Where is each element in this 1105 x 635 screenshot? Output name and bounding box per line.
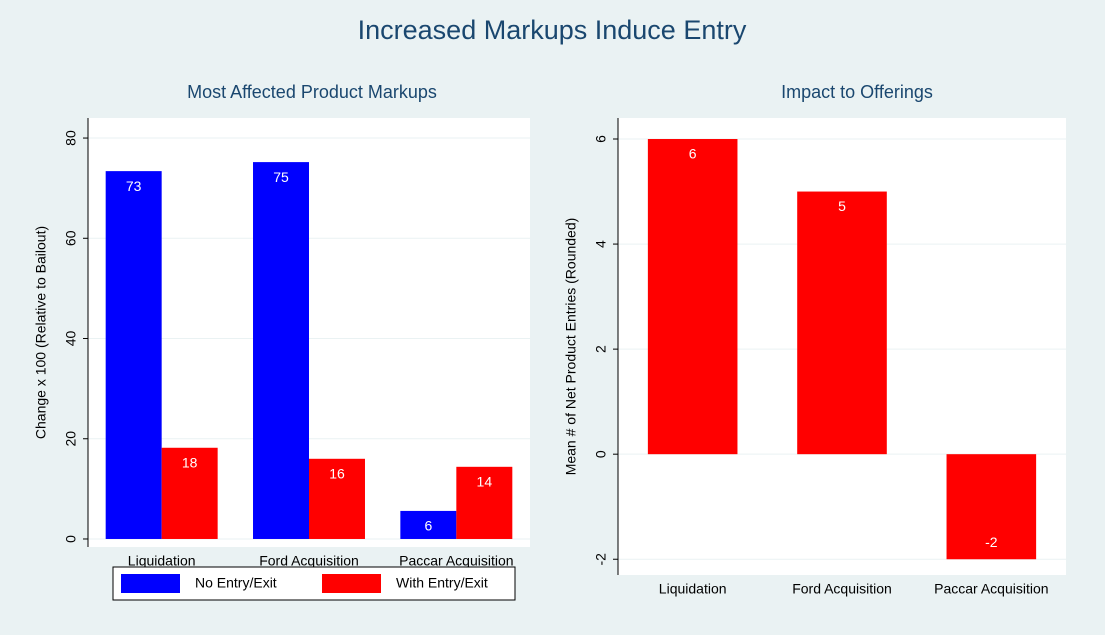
x-tick-label: Liquidation (128, 553, 196, 569)
y-axis-label: Change x 100 (Relative to Bailout) (33, 226, 49, 439)
x-tick-label: Paccar Acquisition (399, 553, 513, 569)
y-tick-label: 40 (63, 331, 79, 347)
value-label: 75 (273, 169, 289, 185)
value-label: 16 (329, 465, 345, 481)
y-tick-label: 6 (593, 135, 609, 143)
bar (946, 454, 1037, 560)
y-tick-label: 0 (593, 450, 609, 458)
subtitle: Most Affected Product Markups (187, 82, 437, 102)
y-tick-label: 80 (63, 130, 79, 146)
subtitle: Impact to Offerings (781, 82, 933, 102)
value-label: 14 (477, 474, 493, 490)
bar (253, 162, 309, 539)
bar (400, 510, 457, 539)
value-label: 6 (689, 146, 697, 162)
value-label: -2 (985, 534, 998, 550)
bar (309, 458, 365, 539)
bar (456, 466, 513, 539)
bar (797, 191, 887, 455)
x-tick-label: Paccar Acquisition (934, 581, 1048, 597)
y-tick-label: 0 (63, 535, 79, 543)
bar (647, 139, 738, 455)
chart-title: Increased Markups Induce Entry (358, 15, 747, 45)
legend-swatch (322, 574, 381, 593)
legend-swatch (121, 574, 180, 593)
y-tick-label: 20 (63, 431, 79, 447)
bar (161, 447, 218, 539)
y-tick-label: 60 (63, 230, 79, 246)
legend-label: No Entry/Exit (195, 575, 277, 591)
bar (105, 171, 162, 539)
y-tick-label: -2 (593, 553, 609, 566)
value-label: 73 (126, 178, 142, 194)
x-tick-label: Ford Acquisition (259, 553, 359, 569)
y-tick-label: 2 (593, 345, 609, 353)
legend-label: With Entry/Exit (396, 575, 488, 591)
y-tick-label: 4 (593, 240, 609, 248)
value-label: 18 (182, 454, 198, 470)
x-tick-label: Ford Acquisition (792, 581, 892, 597)
value-label: 5 (838, 198, 846, 214)
value-label: 6 (424, 518, 432, 534)
x-tick-label: Liquidation (659, 581, 727, 597)
y-axis-label: Mean # of Net Product Entries (Rounded) (563, 218, 579, 476)
